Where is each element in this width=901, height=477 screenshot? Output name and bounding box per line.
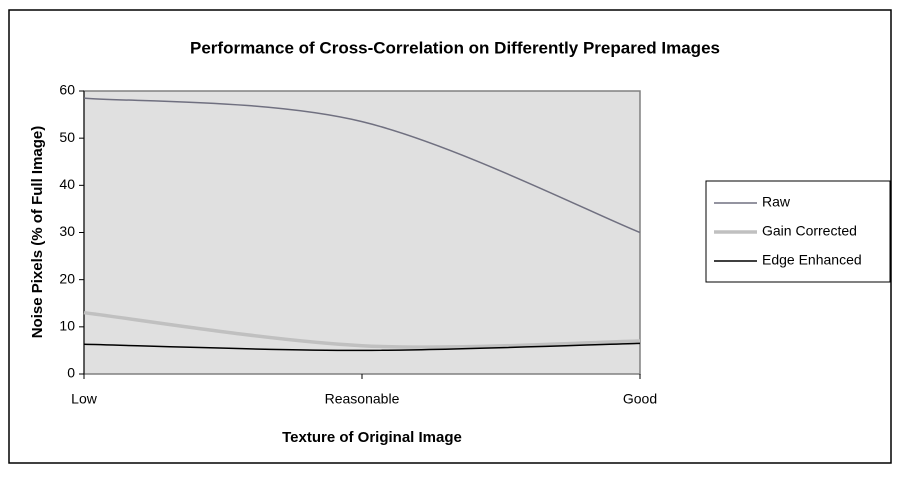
x-axis-title: Texture of Original Image	[282, 429, 462, 446]
chart-title: Performance of Cross-Correlation on Diff…	[190, 38, 720, 57]
y-tick-label: 50	[59, 129, 75, 145]
y-tick-label: 0	[67, 365, 75, 381]
legend-label: Edge Enhanced	[762, 252, 862, 268]
legend-label: Gain Corrected	[762, 223, 857, 239]
y-tick-label: 40	[59, 176, 75, 192]
series-line	[83, 342, 641, 352]
x-tick-label: Low	[71, 391, 98, 407]
y-tick-label: 60	[59, 82, 75, 98]
series-line	[83, 310, 641, 349]
x-tick-label: Reasonable	[325, 391, 400, 407]
y-tick-label: 10	[59, 318, 75, 334]
y-tick-label: 30	[59, 223, 75, 239]
legend-label: Raw	[762, 194, 791, 210]
x-tick-label: Good	[623, 391, 657, 407]
y-tick-label: 20	[59, 270, 75, 286]
plot-area	[83, 90, 641, 375]
y-axis-title: Noise Pixels (% of Full Image)	[29, 126, 46, 339]
series-line	[83, 97, 641, 234]
